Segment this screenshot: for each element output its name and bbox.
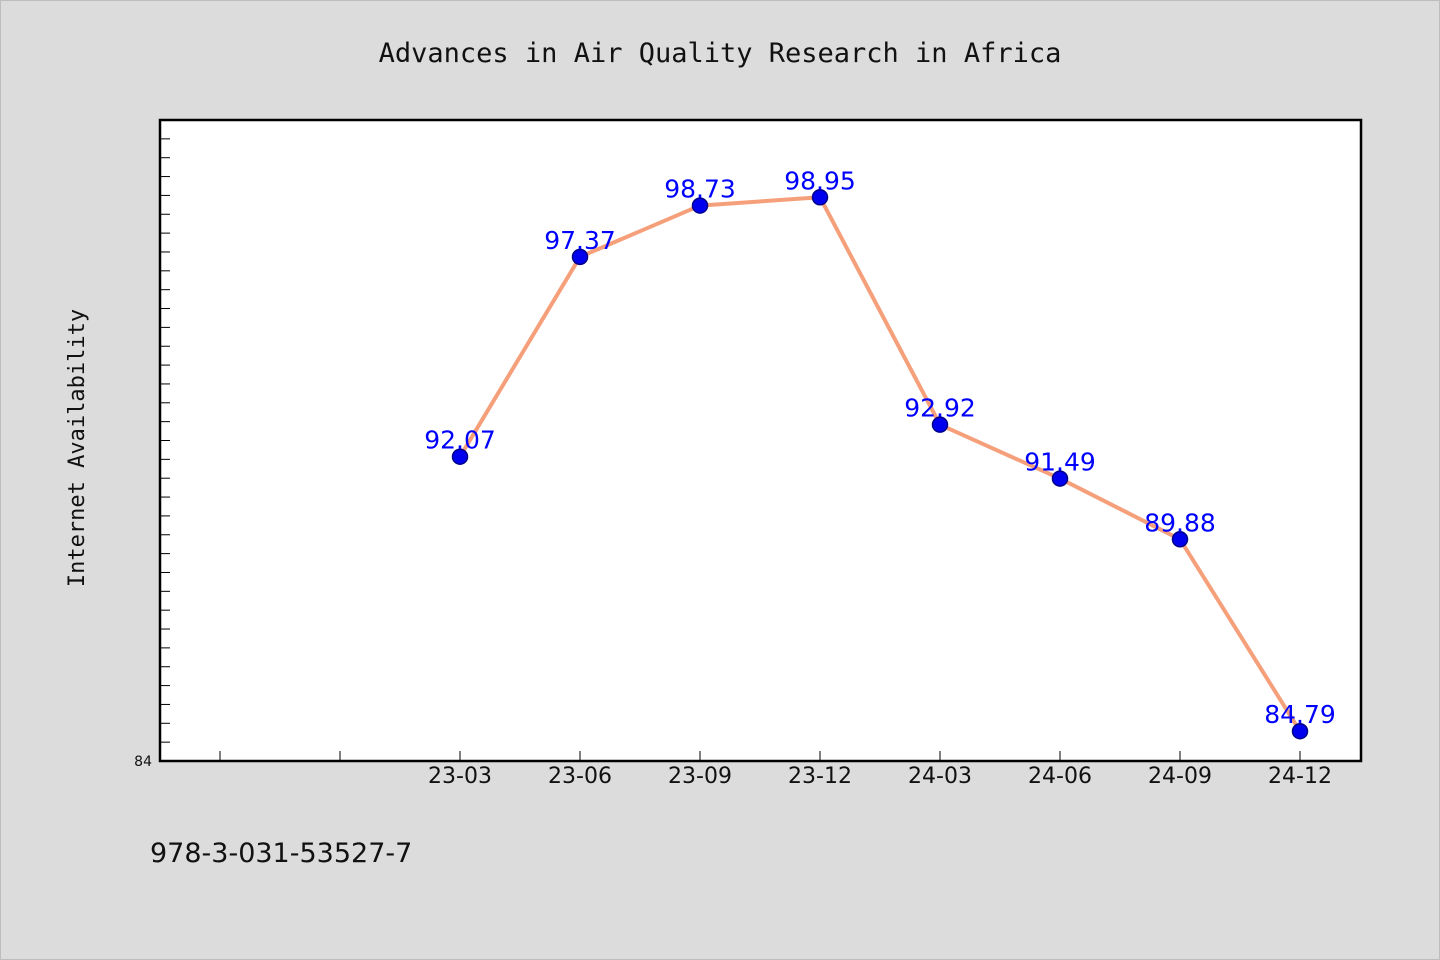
data-label: 91.49	[1024, 448, 1096, 477]
x-tick-label: 24-12	[1268, 764, 1332, 789]
x-axis-ticks	[219, 751, 1301, 761]
data-point	[811, 189, 829, 206]
data-point	[451, 448, 469, 465]
data-point	[571, 248, 589, 266]
data-point	[931, 416, 949, 433]
y-axis-label: Internet Availability	[65, 309, 90, 587]
data-label: 98.95	[784, 166, 856, 195]
data-labels-group: 92.07 97.37 98.73 98.95 92.92 91.49 89.88 84.79	[424, 166, 1336, 729]
x-tick-label: 23-12	[788, 764, 852, 789]
x-tick-label: 24-09	[1148, 764, 1212, 789]
series-markers-group	[451, 189, 1309, 740]
y-axis-ticks	[160, 138, 170, 743]
data-label: 92.07	[424, 426, 496, 455]
data-point	[1171, 531, 1189, 548]
y-tick-label-min: 84	[134, 754, 152, 770]
x-tick-label: 23-09	[668, 764, 732, 789]
data-label: 89.88	[1144, 508, 1216, 537]
plot-area	[158, 118, 1363, 763]
data-label: 84.79	[1264, 700, 1336, 729]
data-point	[1051, 470, 1069, 487]
x-tick-label: 24-03	[908, 764, 972, 789]
data-label: 97.37	[544, 226, 616, 255]
data-point	[1291, 722, 1309, 740]
x-tick-label: 23-06	[548, 764, 612, 789]
x-tick-label: 23-03	[428, 764, 492, 789]
series-line	[458, 195, 1302, 734]
data-label: 98.73	[664, 175, 736, 204]
x-tick-label: 24-06	[1028, 764, 1092, 789]
data-point	[691, 197, 709, 214]
data-label: 92.92	[904, 394, 976, 423]
series-line-group	[458, 195, 1302, 734]
chart-title: Advances in Air Quality Research in Afri…	[379, 38, 1062, 69]
x-axis-tick-labels: 23-03 23-06 23-09 23-12 24-03 24-06 24-09 24-12	[428, 764, 1332, 789]
isbn-footer: 978-3-031-53527-7	[150, 838, 412, 869]
